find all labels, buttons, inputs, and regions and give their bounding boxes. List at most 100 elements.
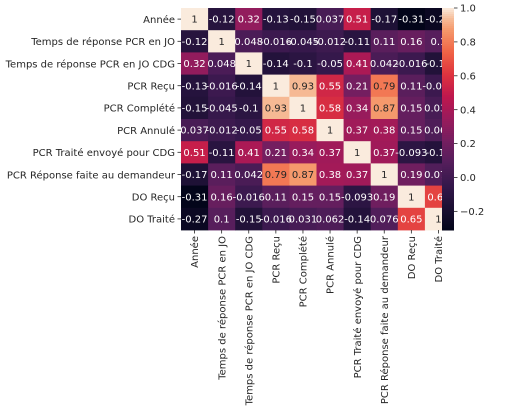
- colorbar-tick-label: 0.2: [460, 139, 476, 150]
- x-tick-label: Année: [189, 236, 201, 268]
- cell-value-label: 0.15: [319, 192, 341, 203]
- cell-value-label: 0.076: [370, 215, 399, 226]
- cell-value-label: -0.012: [314, 37, 346, 48]
- cell-value-label: 0.031: [289, 215, 318, 226]
- cell-value-label: -0.05: [236, 126, 262, 137]
- cell-value-label: 0.1: [214, 215, 230, 226]
- cell-value-label: 0.58: [292, 126, 314, 137]
- x-tick-label: DO Reçu: [407, 236, 418, 279]
- cell-value-label: 1: [273, 81, 279, 92]
- x-tick-label: PCR Réponse faite au demandeur: [379, 235, 391, 404]
- y-tick-label: DO Traité: [129, 214, 175, 226]
- cell-value-label: 0.062: [316, 215, 345, 226]
- x-tick-label: DO Traité: [433, 236, 445, 282]
- cell-value-label: -0.14: [263, 59, 289, 70]
- y-tick-label: DO Reçu: [132, 193, 175, 204]
- cell-value-label: 0.16: [400, 37, 422, 48]
- cell-value-label: -0.11: [209, 148, 235, 159]
- cell-value-label: 0.11: [373, 37, 395, 48]
- cell-value-label: 1: [354, 148, 360, 159]
- cell-value-label: -0.15: [290, 15, 316, 26]
- cell-value-label: -0.13: [182, 81, 208, 92]
- cell-value-label: 0.93: [292, 81, 314, 92]
- cell-value-label: -0.093: [395, 148, 427, 159]
- cell-value-label: 0.41: [238, 148, 260, 159]
- cell-value-label: 0.37: [346, 170, 368, 181]
- cell-value-label: 0.79: [265, 170, 287, 181]
- cell-value-label: 0.79: [373, 81, 395, 92]
- cell-value-label: 0.55: [319, 81, 341, 92]
- y-tick-label: PCR Traité envoyé pour CDG: [33, 147, 175, 159]
- cell-value-label: -0.016: [233, 192, 265, 203]
- cell-value-label: 1: [327, 126, 333, 137]
- cell-value-label: 0.21: [346, 81, 368, 92]
- cell-value-label: 0.037: [316, 15, 345, 26]
- cell-value-label: -0.14: [344, 215, 370, 226]
- cell-value-label: 1: [408, 192, 414, 203]
- cell-value-label: -0.15: [236, 215, 262, 226]
- cell-value-label: -0.13: [263, 15, 289, 26]
- y-tick-label: Temps de réponse PCR en JO: [30, 36, 175, 48]
- cell-value-label: 0.34: [346, 104, 368, 115]
- colorbar-tick-label: 0.4: [460, 105, 476, 116]
- y-tick-label: PCR Annulé: [117, 125, 175, 137]
- cell-value-label: 0.32: [238, 15, 260, 26]
- cell-value-label: 0.21: [265, 148, 287, 159]
- cell-value-label: -0.27: [182, 215, 208, 226]
- cell-value-label: 0.19: [400, 170, 422, 181]
- cell-value-label: 0.87: [292, 170, 314, 181]
- cell-value-label: -0.15: [182, 104, 208, 115]
- x-tick-label: PCR Complété: [298, 236, 310, 307]
- cell-value-label: -0.016: [395, 59, 427, 70]
- y-tick-label: PCR Complété: [104, 103, 175, 115]
- cell-value-label: -0.31: [398, 15, 424, 26]
- cell-value-label: 0.15: [400, 104, 422, 115]
- cell-value-label: 1: [435, 215, 441, 226]
- cell-value-label: 1: [300, 104, 306, 115]
- x-tick-label: PCR Reçu: [271, 236, 282, 284]
- cell-value-label: -0.12: [182, 37, 208, 48]
- cell-value-label: -0.17: [371, 15, 397, 26]
- x-tick-label: Temps de réponse PCR en JO CDG: [243, 236, 255, 406]
- cell-value-label: -0.17: [182, 170, 208, 181]
- cell-value-label: 1: [218, 37, 224, 48]
- y-tick-label: Année: [143, 14, 175, 26]
- cell-value-label: 0.93: [265, 104, 287, 115]
- cell-value-label: -0.093: [341, 192, 373, 203]
- cell-value-label: -0.016: [206, 81, 238, 92]
- cell-value-label: 0.37: [319, 148, 341, 159]
- cell-value-label: 0.11: [265, 192, 287, 203]
- cell-value-label: 0.55: [265, 126, 287, 137]
- cell-value-label: 0.042: [234, 170, 263, 181]
- x-tick-label: Temps de réponse PCR en JO: [216, 236, 228, 381]
- cell-value-label: -0.14: [236, 81, 262, 92]
- cell-value-label: 0.16: [211, 192, 233, 203]
- cell-value-label: -0.016: [260, 215, 292, 226]
- cell-value-label: 0.58: [319, 104, 341, 115]
- colorbar-tick-label: 0.0: [460, 173, 476, 184]
- colorbar-tick-label: 0.6: [460, 71, 476, 82]
- cell-value-label: 0.11: [400, 81, 422, 92]
- x-tick-label: PCR Traité envoyé pour CDG: [352, 236, 364, 378]
- cell-value-label: 0.65: [400, 215, 422, 226]
- cell-value-label: -0.11: [344, 37, 370, 48]
- cell-value-label: -0.1: [239, 104, 259, 115]
- y-tick-label: Temps de réponse PCR en JO CDG: [5, 58, 175, 70]
- cell-value-label: 0.38: [373, 126, 395, 137]
- cell-value-label: -0.31: [182, 192, 208, 203]
- cell-value-label: -0.05: [317, 59, 343, 70]
- cell-value-label: 0.34: [292, 148, 314, 159]
- cell-value-label: 0.38: [319, 170, 341, 181]
- cell-value-label: 1: [381, 170, 387, 181]
- colorbar-tick-label: 1.0: [460, 4, 476, 15]
- colorbar-segment: [442, 228, 454, 231]
- cell-value-label: 0.15: [292, 192, 314, 203]
- cell-value-label: 0.87: [373, 104, 395, 115]
- cell-value-label: -0.012: [206, 126, 238, 137]
- cell-value-label: 1: [246, 59, 252, 70]
- cell-value-label: 0.048: [207, 59, 236, 70]
- cell-value-label: 0.32: [183, 59, 205, 70]
- colorbar-tick-label: −0.2: [460, 207, 484, 218]
- colorbar-tick-label: 0.8: [460, 37, 476, 48]
